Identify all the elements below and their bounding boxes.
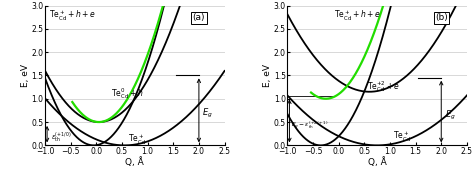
Text: $\mathrm{Te^+_{Cd}}$: $\mathrm{Te^+_{Cd}}$ xyxy=(392,130,410,144)
Text: (b): (b) xyxy=(435,13,448,22)
Text: (a): (a) xyxy=(193,13,205,22)
Text: $\mathrm{Te^0_{Cd}}+h$: $\mathrm{Te^0_{Cd}}+h$ xyxy=(111,86,143,101)
Text: $\mathrm{Te^+_{Cd}}$: $\mathrm{Te^+_{Cd}}$ xyxy=(128,133,146,147)
Text: $\mathrm{Te^+_{Cd}}+h+e$: $\mathrm{Te^+_{Cd}}+h+e$ xyxy=(49,9,96,23)
Y-axis label: E, eV: E, eV xyxy=(264,64,273,87)
Text: $\varepsilon^{(+1/0)}_{\rm th}$: $\varepsilon^{(+1/0)}_{\rm th}$ xyxy=(51,131,72,145)
Text: $\mathrm{Te^+_{Cd}}+h+e$: $\mathrm{Te^+_{Cd}}+h+e$ xyxy=(334,9,380,23)
Text: $\mathrm{Te^{+2}_{Cd}}+e$: $\mathrm{Te^{+2}_{Cd}}+e$ xyxy=(367,79,400,94)
Text: $E_g-\varepsilon^{(+2/+1)}_{\rm th}$: $E_g-\varepsilon^{(+2/+1)}_{\rm th}$ xyxy=(292,120,329,132)
Text: $E_g$: $E_g$ xyxy=(445,109,456,122)
X-axis label: Q, Å: Q, Å xyxy=(368,157,386,167)
Y-axis label: E, eV: E, eV xyxy=(21,64,30,87)
X-axis label: Q, Å: Q, Å xyxy=(126,157,144,167)
Text: $E_g$: $E_g$ xyxy=(202,107,213,120)
